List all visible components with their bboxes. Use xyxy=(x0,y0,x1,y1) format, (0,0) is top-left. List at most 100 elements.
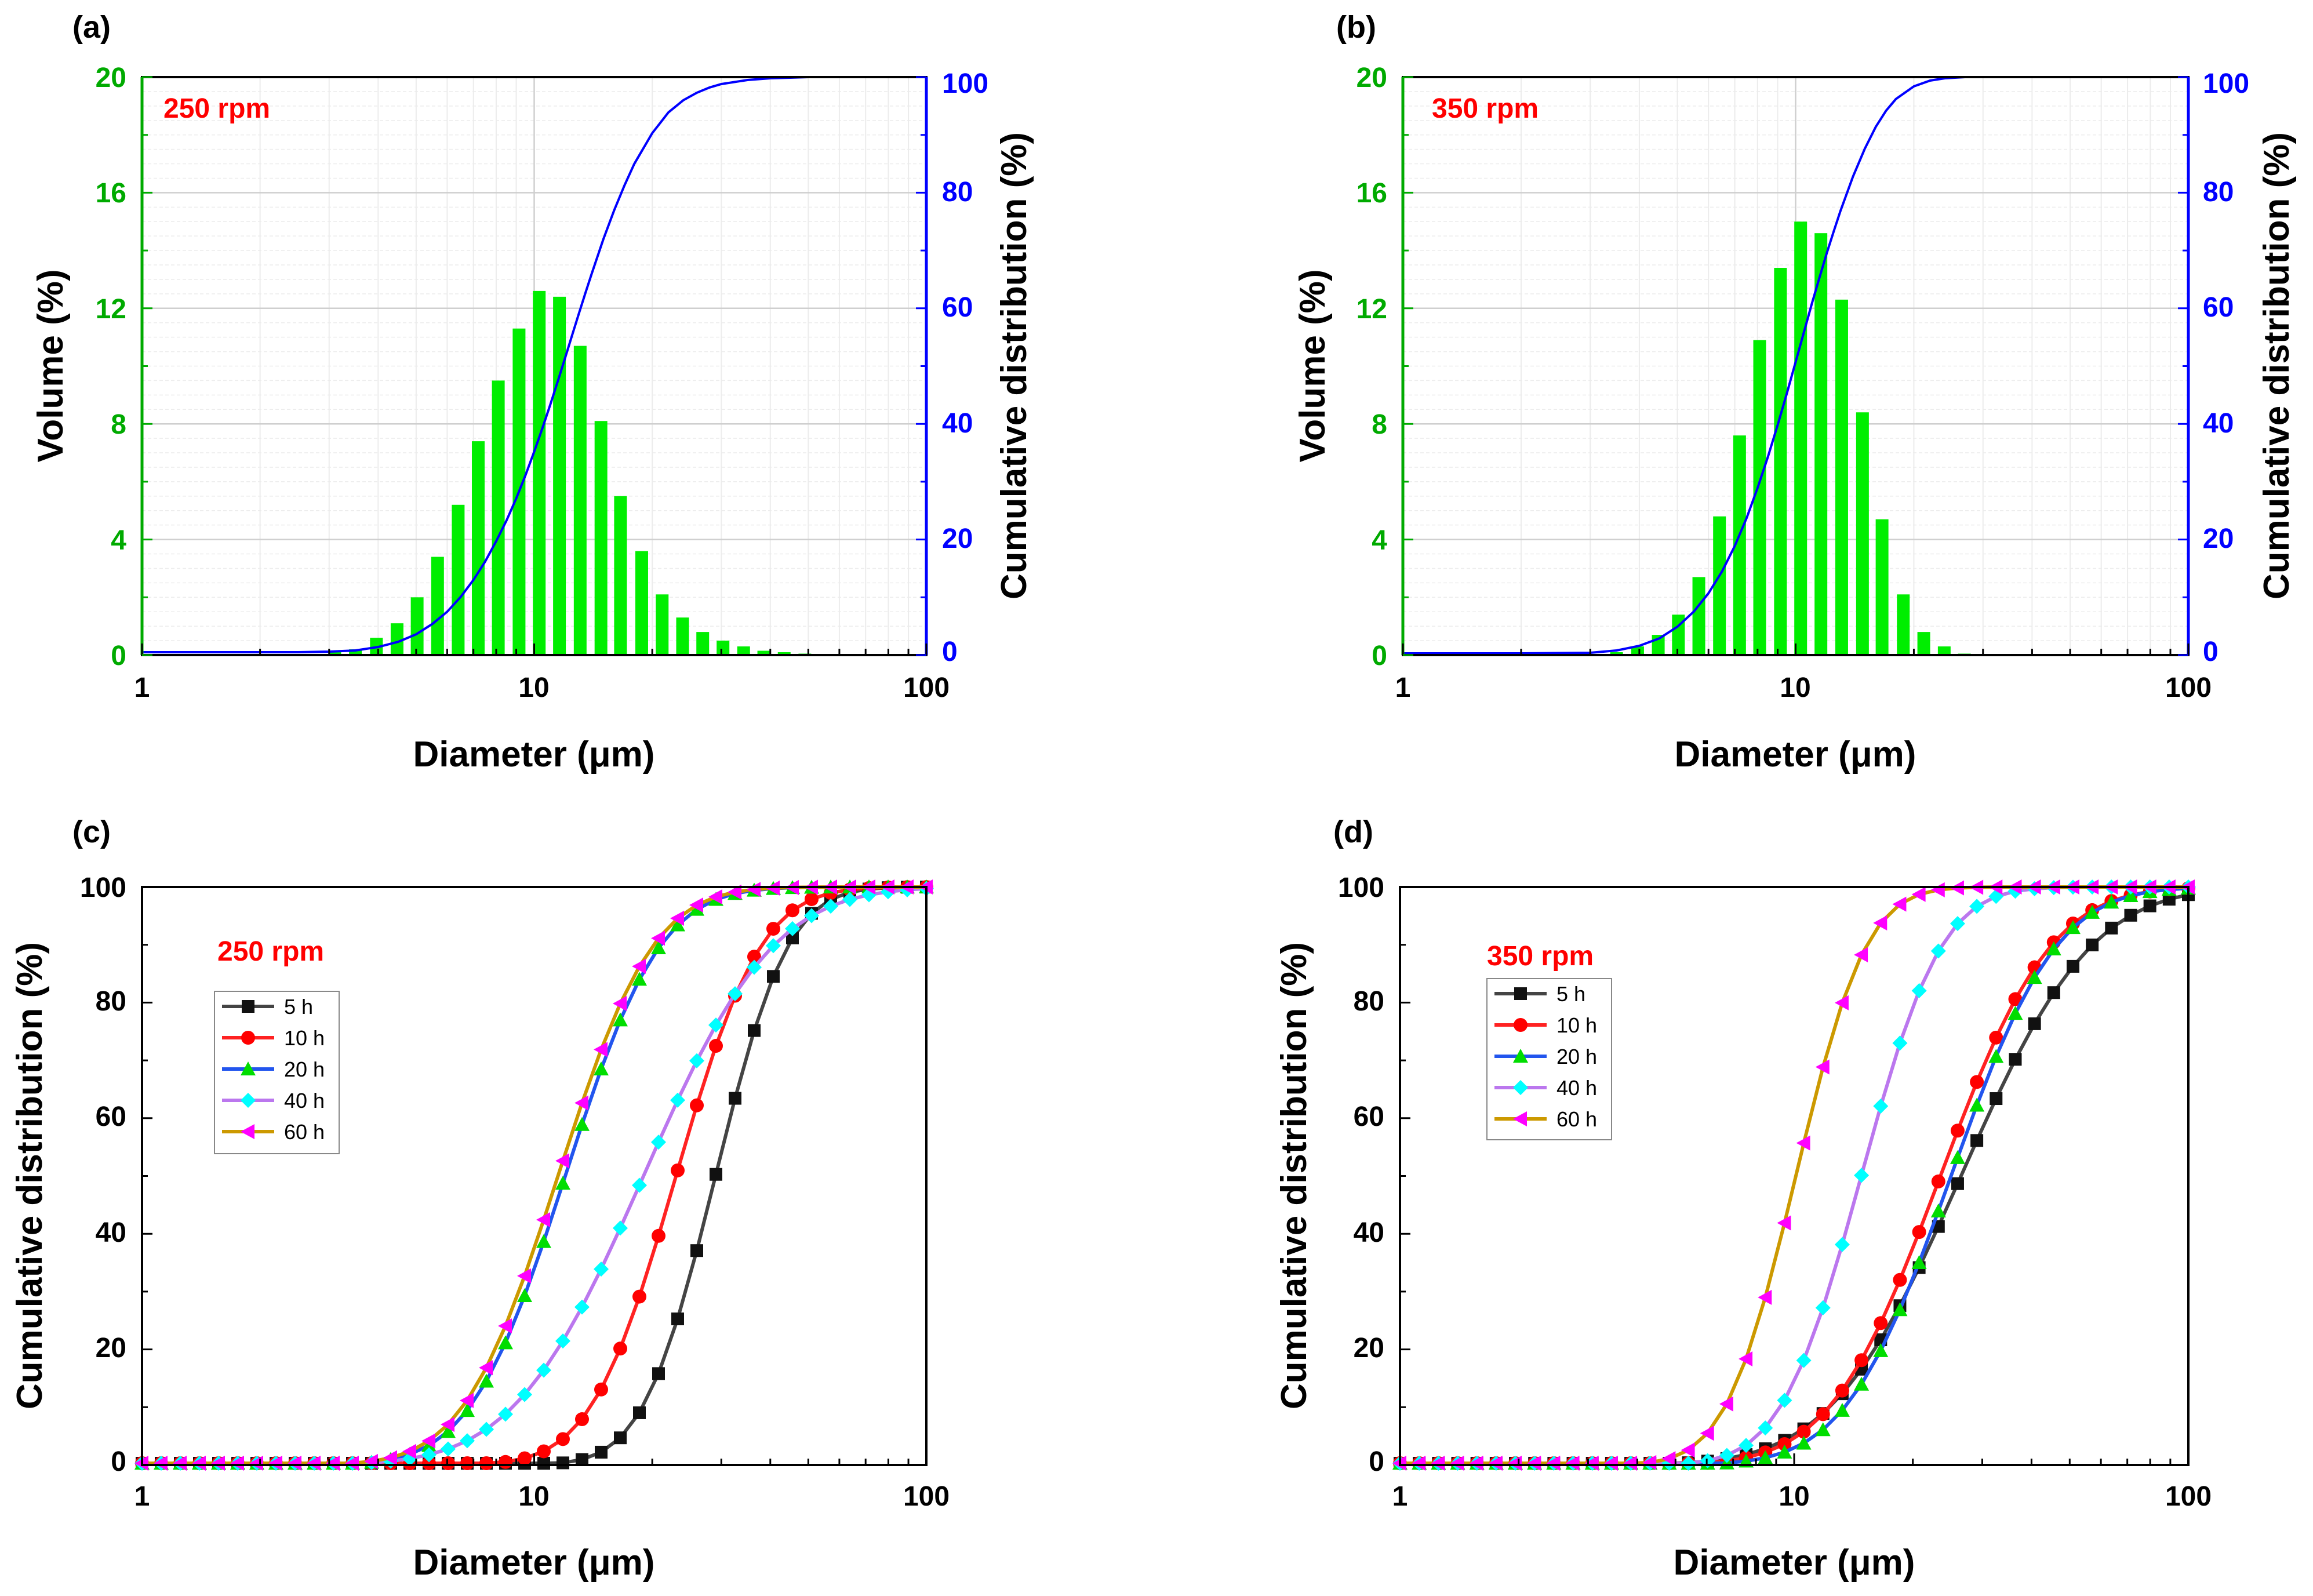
panel-c-data-point xyxy=(517,1288,532,1303)
panel-c-legend-5h: 5 h xyxy=(284,995,313,1019)
panel-b-bar xyxy=(1856,412,1869,655)
panel-d-ylabel: Cumulative distribution (%) xyxy=(1274,942,1314,1409)
panel-b-ytick-0: 0 xyxy=(1372,641,1387,671)
panel-d-data-point xyxy=(1815,1422,1831,1437)
panel-c-data-point xyxy=(154,1456,168,1471)
panel-d-data-point xyxy=(1431,1456,1445,1471)
panel-c-data-point xyxy=(729,1092,741,1105)
panel-d-label: (d) xyxy=(1333,815,1373,849)
panel-a-y2tick-20: 20 xyxy=(942,523,973,554)
panel-d-data-point xyxy=(1488,1456,1503,1471)
panel-c-data-point xyxy=(747,950,761,964)
panel-d-data-point xyxy=(2162,893,2176,906)
panel-d-data-point xyxy=(1873,1098,1889,1114)
panel-b-ytick-16: 16 xyxy=(1356,178,1387,209)
panel-d-ytick-80: 80 xyxy=(1354,986,1384,1017)
panel-d-data-point xyxy=(1834,995,1849,1010)
panel-c-data-point xyxy=(652,1367,665,1380)
panel-a-bar xyxy=(737,646,750,655)
panel-a-bar xyxy=(431,557,444,655)
panel-d: (d) 0 20 40 60 80 100 1 10 100 Diameter … xyxy=(1274,815,2212,1583)
panel-b-ytick-20: 20 xyxy=(1356,63,1387,93)
panel-c-data-point xyxy=(709,1039,723,1053)
panel-a-bar xyxy=(757,650,770,655)
panel-d-series xyxy=(1392,879,2196,1471)
panel-a-bar xyxy=(614,496,627,655)
panel-a-label: (a) xyxy=(72,10,111,45)
panel-d-data-point xyxy=(1739,1438,1754,1453)
panel-c-data-point xyxy=(575,1412,589,1427)
panel-c-data-point xyxy=(613,1012,628,1027)
panel-a-bar xyxy=(717,641,730,655)
panel-c-data-point xyxy=(689,1053,704,1068)
panel-c-data-point xyxy=(499,1455,512,1469)
panel-d-data-point xyxy=(1930,1204,1946,1218)
panel-c-ytick-80: 80 xyxy=(96,986,126,1017)
panel-c-data-point xyxy=(555,1176,570,1190)
panel-c-data-point xyxy=(728,986,743,1002)
panel-c-data-point xyxy=(498,1318,512,1334)
panel-c-data-point xyxy=(670,917,685,932)
panel-d-ytick-40: 40 xyxy=(1354,1217,1384,1248)
panel-c-data-point xyxy=(594,1061,609,1076)
panel-d-data-point xyxy=(1758,1420,1773,1436)
panel-c-data-point xyxy=(536,1212,550,1228)
panel-c-data-point xyxy=(594,1261,609,1277)
panel-b-bar xyxy=(1713,516,1726,655)
panel-d-legend-20h: 20 h xyxy=(1556,1045,1597,1068)
panel-d-ticks xyxy=(1399,886,2190,1466)
panel-b-bar xyxy=(1875,519,1889,655)
panel-b-ytick-8: 8 xyxy=(1372,409,1387,440)
panel-c-data-point xyxy=(632,958,646,974)
panel-b-xtick-10: 10 xyxy=(1780,672,1810,703)
panel-d-data-point xyxy=(1661,1451,1676,1467)
panel-a-bar xyxy=(328,652,341,655)
panel-c-data-point xyxy=(537,1444,551,1459)
panel-d-data-point xyxy=(1970,1075,1984,1089)
panel-c-rpm-label: 250 rpm xyxy=(217,936,324,967)
panel-b-bar xyxy=(1794,221,1808,655)
panel-c-data-point xyxy=(671,1163,685,1177)
panel-c-data-point xyxy=(518,1451,532,1466)
panel-d-data-point xyxy=(1854,1353,1869,1368)
panel-c-data-point xyxy=(786,931,799,944)
panel-c-data-point xyxy=(479,1373,494,1388)
panel-d-data-point xyxy=(1835,1383,1849,1398)
panel-b-xlabel: Diameter (μm) xyxy=(1675,735,1916,775)
panel-a-y2tick-100: 100 xyxy=(942,68,988,99)
panel-d-data-point xyxy=(1911,983,1927,998)
panel-d-data-point xyxy=(2028,1017,2041,1030)
panel-c-plot-bg xyxy=(142,887,926,1465)
panel-c-data-point xyxy=(441,1456,455,1471)
panel-b-bar xyxy=(1753,340,1766,655)
panel-d-data-point xyxy=(1681,1455,1696,1471)
panel-d-data-point xyxy=(1758,1450,1773,1464)
panel-d-legend-entries xyxy=(1494,987,1547,1126)
panel-c-data-point xyxy=(632,1289,646,1304)
panel-d-data-point xyxy=(1911,1255,1927,1269)
panel-c-data-point xyxy=(748,1024,761,1037)
panel-a-ytick-8: 8 xyxy=(111,409,126,440)
panel-d-data-point xyxy=(2104,895,2119,909)
panel-c-data-point xyxy=(517,1387,532,1402)
panel-a-bar xyxy=(452,504,465,655)
panel-c-ticks xyxy=(141,886,928,1466)
panel-b-bar xyxy=(1897,594,1910,655)
panel-d-data-point xyxy=(1912,1225,1926,1239)
panel-c-data-point xyxy=(441,1417,454,1433)
panel-d-data-point xyxy=(2027,970,2042,984)
panel-c: (c) 0 20 40 60 80 100 1 10 100 Diameter … xyxy=(10,815,950,1583)
panel-c-data-point xyxy=(804,908,819,924)
panel-a-xlabel: Diameter (μm) xyxy=(413,735,655,775)
panel-d-data-point xyxy=(2066,959,2079,973)
panel-d-legend-marker xyxy=(1513,1049,1528,1063)
panel-a: (a) 0 4 8 12 16 20 0 20 40 60 80 100 1 1… xyxy=(31,10,1034,775)
panel-d-data-point xyxy=(1777,1437,1792,1451)
panel-c-data-point xyxy=(842,892,857,907)
panel-d-legend-5h: 5 h xyxy=(1556,982,1585,1006)
panel-c-data-point xyxy=(479,1456,493,1471)
panel-b-y2tick-40: 40 xyxy=(2203,408,2234,439)
panel-c-data-point xyxy=(766,922,780,936)
panel-d-legend-40h: 40 h xyxy=(1556,1076,1597,1100)
panel-c-data-point xyxy=(230,1456,244,1471)
